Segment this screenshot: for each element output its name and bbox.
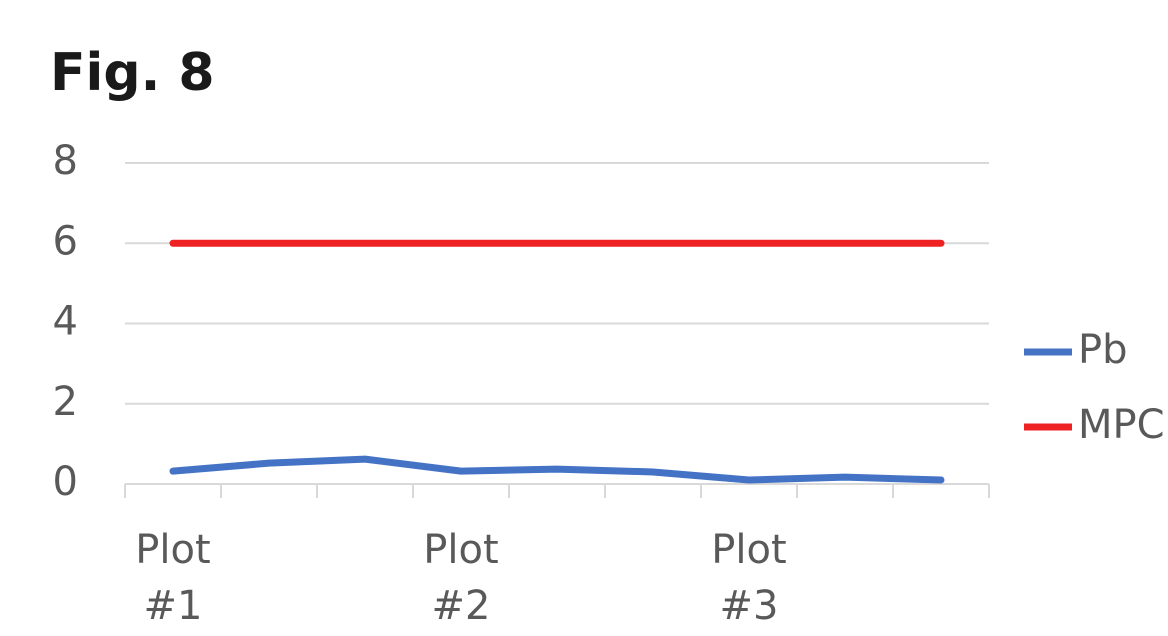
y-tick-label: 6: [53, 218, 78, 264]
legend-label: Pb: [1078, 327, 1128, 373]
legend-label: MPC: [1078, 402, 1165, 448]
x-tick-label: Plot #2: [423, 527, 498, 629]
x-tick-label: Plot #1: [135, 527, 210, 629]
x-tick-label: Plot #3: [711, 527, 786, 629]
y-tick-label: 0: [53, 459, 78, 505]
line-series: [169, 455, 945, 484]
y-tick-label: 4: [53, 299, 78, 345]
y-tick-label: 8: [53, 138, 78, 184]
chart-title: Fig. 8: [50, 43, 215, 103]
y-tick-label: 2: [53, 379, 78, 425]
